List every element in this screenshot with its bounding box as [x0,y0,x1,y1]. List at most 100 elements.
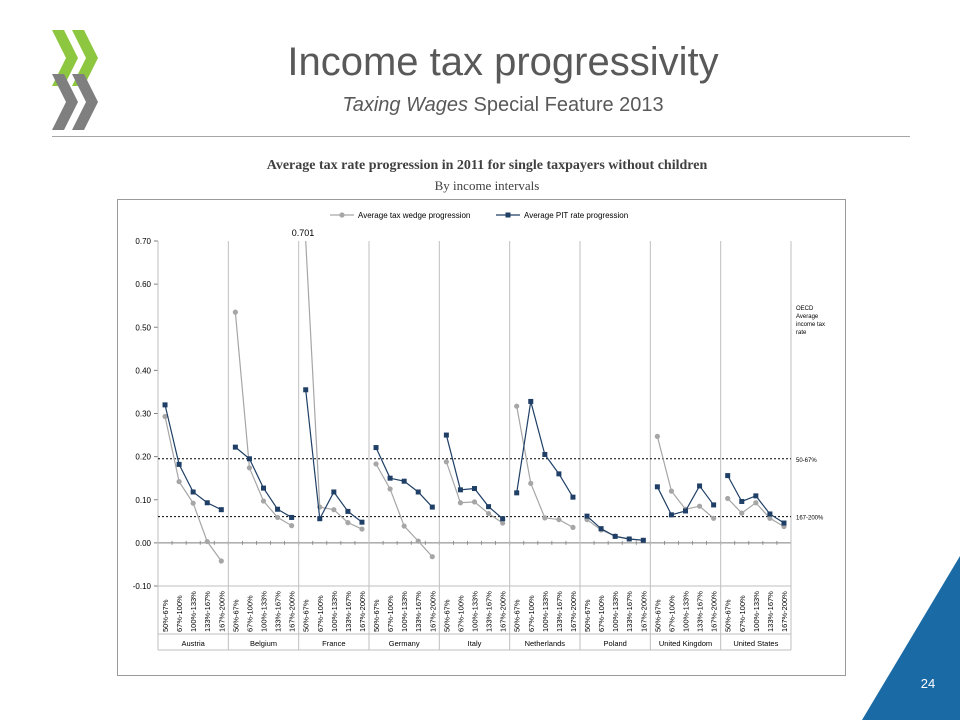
interval-label: 100%-133% [682,591,691,632]
interval-label: 100%-133% [541,591,550,632]
logo-chevron-green-2 [72,30,98,86]
interval-label: 133%-167% [203,591,212,632]
slide-subtitle: Taxing Wages Special Feature 2013 [0,94,960,117]
logo-chevron-grey-2 [72,74,98,130]
interval-label: 133%-167% [414,591,423,632]
interval-label: 167%-200% [639,591,648,632]
pit-rate-point [401,478,407,484]
oecd-logo [52,30,98,130]
tax-wedge-point [260,498,267,504]
y-tick-label: -0.10 [133,582,152,591]
pit-rate-point [697,483,703,489]
pit-rate-point [626,536,632,542]
interval-label: 50%-67% [513,599,522,632]
interval-label: 50%-67% [231,599,240,632]
pit-rate-point [556,471,562,477]
legend-label: Average tax wedge progression [358,211,470,220]
tax-wedge-point [556,516,562,523]
interval-label: 50%-67% [161,599,170,632]
pit-rate-point [373,445,379,451]
interval-label: 167%-200% [710,591,719,632]
y-tick-label: 0.00 [135,539,151,548]
pit-rate-point [668,512,674,518]
tax-wedge-point [570,524,576,530]
tax-wedge-point [542,515,548,521]
tax-wedge-point [725,495,731,502]
tax-wedge-line [516,406,574,528]
pit-rate-point [387,475,393,481]
country-label: Poland [603,639,626,648]
pit-rate-point [570,494,576,500]
tax-wedge-line [445,461,503,524]
pit-rate-point [514,490,520,496]
reference-title-line: Average [796,314,819,320]
interval-label: 133%-167% [485,591,494,632]
tax-wedge-line [656,436,715,519]
legend-marker [339,212,345,218]
country-label: Belgium [250,639,277,648]
tax-wedge-point [528,480,534,486]
tax-wedge-point [767,515,773,521]
y-tick-label: 0.60 [135,280,151,289]
country-label: Germany [389,639,420,648]
interval-label: 167%-200% [358,591,367,632]
pit-rate-point [232,444,238,450]
max-value-annotation: 0.701 [292,228,315,238]
tax-wedge-point [753,500,759,506]
chart-title: Average tax rate progression in 2011 for… [266,158,708,173]
interval-label: 133%-167% [344,591,353,632]
pit-rate-point [542,451,548,457]
interval-label: 50%-67% [583,599,592,632]
pit-rate-point [345,508,351,514]
tax-wedge-line [234,312,292,527]
interval-label: 67%-100% [175,595,184,632]
logo-chevron-green [52,30,78,86]
slide-title: Income tax progressivity [287,40,719,84]
header-divider [52,136,910,137]
pit-rate-point [176,461,182,467]
pit-rate-point [190,489,196,495]
interval-label: 50%-67% [302,599,311,632]
pit-rate-line [234,446,292,518]
subtitle-rest: Special Feature 2013 [467,94,664,116]
interval-label: 67%-100% [738,595,747,632]
tax-wedge-point [485,510,492,517]
pit-rate-point [317,516,323,522]
tax-wedge-point [162,413,168,420]
tax-wedge-point [373,461,379,467]
tax-wedge-point [415,538,421,544]
tax-wedge-point [359,526,365,532]
interval-label: 67%-100% [316,595,325,632]
reference-line-label: 50-67% [796,458,817,464]
pit-rate-point [640,537,646,543]
interval-label: 133%-167% [696,591,705,632]
interval-label: 100%-133% [752,591,761,632]
page-number: 24 [920,676,936,691]
interval-label: 167%-200% [288,591,297,632]
tax-wedge-point [401,523,407,529]
pit-rate-point [711,502,717,508]
interval-label: 67%-100% [597,595,606,632]
interval-label: 100%-133% [471,591,480,632]
interval-label: 50%-67% [372,599,381,632]
tax-wedge-point [218,558,224,564]
y-tick-label: 0.40 [135,366,151,375]
country-label: Italy [468,639,482,648]
tax-wedge-point [739,510,745,516]
country-label: Netherlands [525,639,566,648]
pit-rate-point [500,516,506,522]
interval-label: 67%-100% [667,595,676,632]
chart-frame: 0.70 0.60 0.50 0.40 0.30 0.20 0.10 0.00 -0.10 50%… [117,199,846,676]
y-tick-label: 0.20 [135,453,151,462]
tax-wedge-point [654,433,660,439]
interval-label: 50%-67% [442,599,451,632]
interval-label: 133%-167% [274,591,283,632]
tax-wedge-point [204,538,210,545]
tax-wedge-point [668,488,675,494]
tax-wedge-point [457,500,464,506]
country-label: United States [733,639,778,648]
tax-wedge-point [246,465,253,471]
pit-rate-point [584,513,590,519]
interval-label: 67%-100% [527,595,536,632]
pit-rate-point [204,500,210,506]
